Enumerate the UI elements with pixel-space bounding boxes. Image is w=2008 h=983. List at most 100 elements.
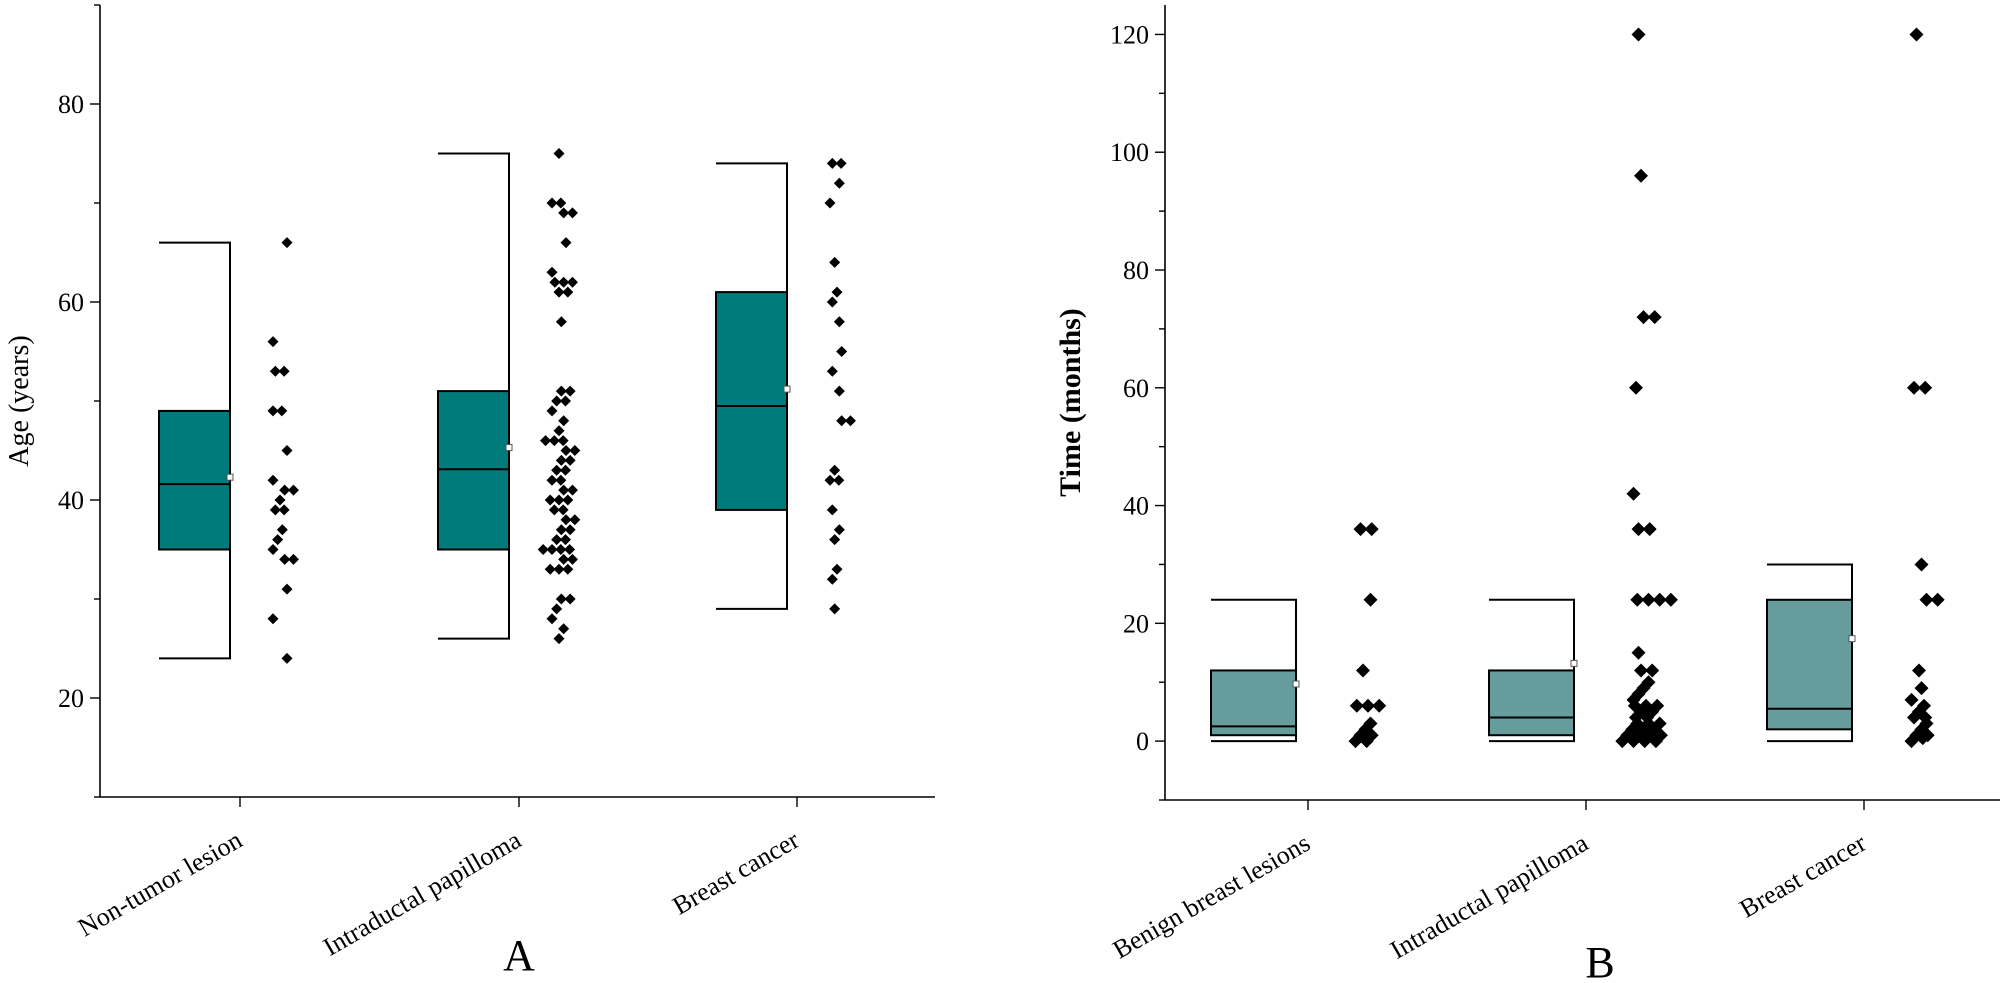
data-point bbox=[278, 504, 290, 516]
box-whisker bbox=[1489, 598, 1575, 743]
data-point bbox=[558, 276, 570, 288]
data-point bbox=[833, 177, 845, 189]
data-point bbox=[559, 534, 571, 546]
data-point bbox=[569, 445, 581, 456]
data-point bbox=[269, 365, 281, 377]
data-point bbox=[553, 425, 565, 437]
data-point bbox=[278, 365, 290, 377]
data-points-group bbox=[1348, 27, 1945, 749]
data-point bbox=[551, 534, 563, 546]
data-point bbox=[1636, 310, 1651, 325]
data-point bbox=[560, 514, 572, 526]
data-point bbox=[558, 207, 570, 219]
data-point bbox=[281, 652, 293, 664]
data-point bbox=[1648, 734, 1663, 749]
data-point bbox=[1907, 380, 1921, 395]
data-point bbox=[1626, 486, 1641, 501]
data-point bbox=[1631, 522, 1646, 537]
data-point bbox=[1907, 710, 1921, 725]
data-point bbox=[831, 286, 843, 298]
data-point bbox=[546, 197, 558, 209]
data-point bbox=[835, 157, 847, 169]
data-point bbox=[1645, 663, 1660, 678]
data-point bbox=[564, 524, 576, 536]
panel-a-age-chart: 20 40 60 80 Non-tumor lesion Intraductal papi… bbox=[4, 4, 935, 980]
data-point bbox=[826, 157, 838, 169]
data-point bbox=[1363, 592, 1378, 607]
data-point bbox=[281, 583, 293, 595]
data-point bbox=[555, 524, 567, 536]
data-point bbox=[269, 504, 281, 516]
data-point bbox=[1904, 734, 1919, 749]
data-point bbox=[566, 207, 578, 219]
y-tick-label: 120 bbox=[1110, 20, 1149, 49]
data-point bbox=[546, 613, 558, 625]
data-point bbox=[544, 494, 556, 506]
data-point bbox=[553, 286, 565, 298]
data-point bbox=[1631, 645, 1646, 660]
box-iqr bbox=[158, 409, 231, 551]
data-point bbox=[555, 197, 567, 209]
data-point bbox=[1629, 380, 1643, 395]
panel-label: B bbox=[1585, 938, 1614, 983]
data-point bbox=[559, 464, 571, 476]
data-points-group bbox=[267, 148, 856, 664]
data-point bbox=[281, 237, 293, 249]
x-tick-label: Non-tumor lesion bbox=[73, 825, 247, 942]
data-point bbox=[1647, 310, 1662, 325]
panel-label: A bbox=[503, 931, 535, 980]
y-tick-label: 20 bbox=[58, 684, 84, 713]
data-point bbox=[267, 544, 279, 555]
box-whisker bbox=[159, 241, 231, 660]
box-whisker bbox=[1211, 598, 1297, 743]
box-mean-marker bbox=[226, 473, 234, 481]
data-point bbox=[557, 504, 569, 516]
data-point bbox=[1914, 557, 1929, 572]
data-point bbox=[1372, 698, 1387, 713]
data-point bbox=[836, 415, 848, 427]
data-point bbox=[560, 237, 572, 249]
data-point bbox=[1361, 698, 1375, 713]
data-point bbox=[829, 256, 841, 268]
data-point bbox=[1364, 522, 1379, 537]
data-point bbox=[551, 603, 563, 615]
box-mean-marker bbox=[1848, 635, 1856, 643]
data-point bbox=[1663, 592, 1678, 607]
data-point bbox=[555, 385, 567, 397]
data-point bbox=[826, 504, 838, 516]
data-point bbox=[546, 405, 558, 417]
data-point bbox=[274, 494, 286, 506]
data-point bbox=[1914, 681, 1929, 696]
data-point bbox=[557, 435, 569, 447]
data-point bbox=[1630, 592, 1645, 607]
data-point bbox=[564, 454, 576, 466]
data-point bbox=[560, 445, 572, 456]
box-iqr bbox=[715, 291, 788, 511]
data-point bbox=[279, 484, 291, 496]
data-point bbox=[824, 474, 836, 486]
y-tick-label: 80 bbox=[1123, 256, 1149, 285]
box-mean-marker bbox=[505, 444, 513, 452]
data-point bbox=[831, 563, 843, 575]
data-point bbox=[826, 365, 838, 377]
data-point bbox=[1348, 734, 1363, 749]
data-point bbox=[549, 276, 561, 288]
data-point bbox=[1918, 380, 1933, 395]
data-point bbox=[1634, 168, 1648, 183]
data-point bbox=[566, 276, 578, 288]
data-point bbox=[829, 464, 841, 476]
data-point bbox=[555, 544, 567, 555]
data-point bbox=[555, 474, 567, 486]
data-point bbox=[1915, 731, 1930, 746]
data-point bbox=[1930, 592, 1945, 607]
data-point bbox=[833, 524, 845, 536]
data-point bbox=[555, 593, 567, 605]
y-tick-label: 20 bbox=[1123, 609, 1149, 638]
data-point bbox=[566, 553, 578, 565]
data-point bbox=[1634, 663, 1648, 678]
data-point bbox=[562, 286, 574, 298]
data-point bbox=[1356, 663, 1370, 678]
x-tick-label: Intraductal papilloma bbox=[1385, 828, 1593, 965]
data-point bbox=[833, 385, 845, 397]
